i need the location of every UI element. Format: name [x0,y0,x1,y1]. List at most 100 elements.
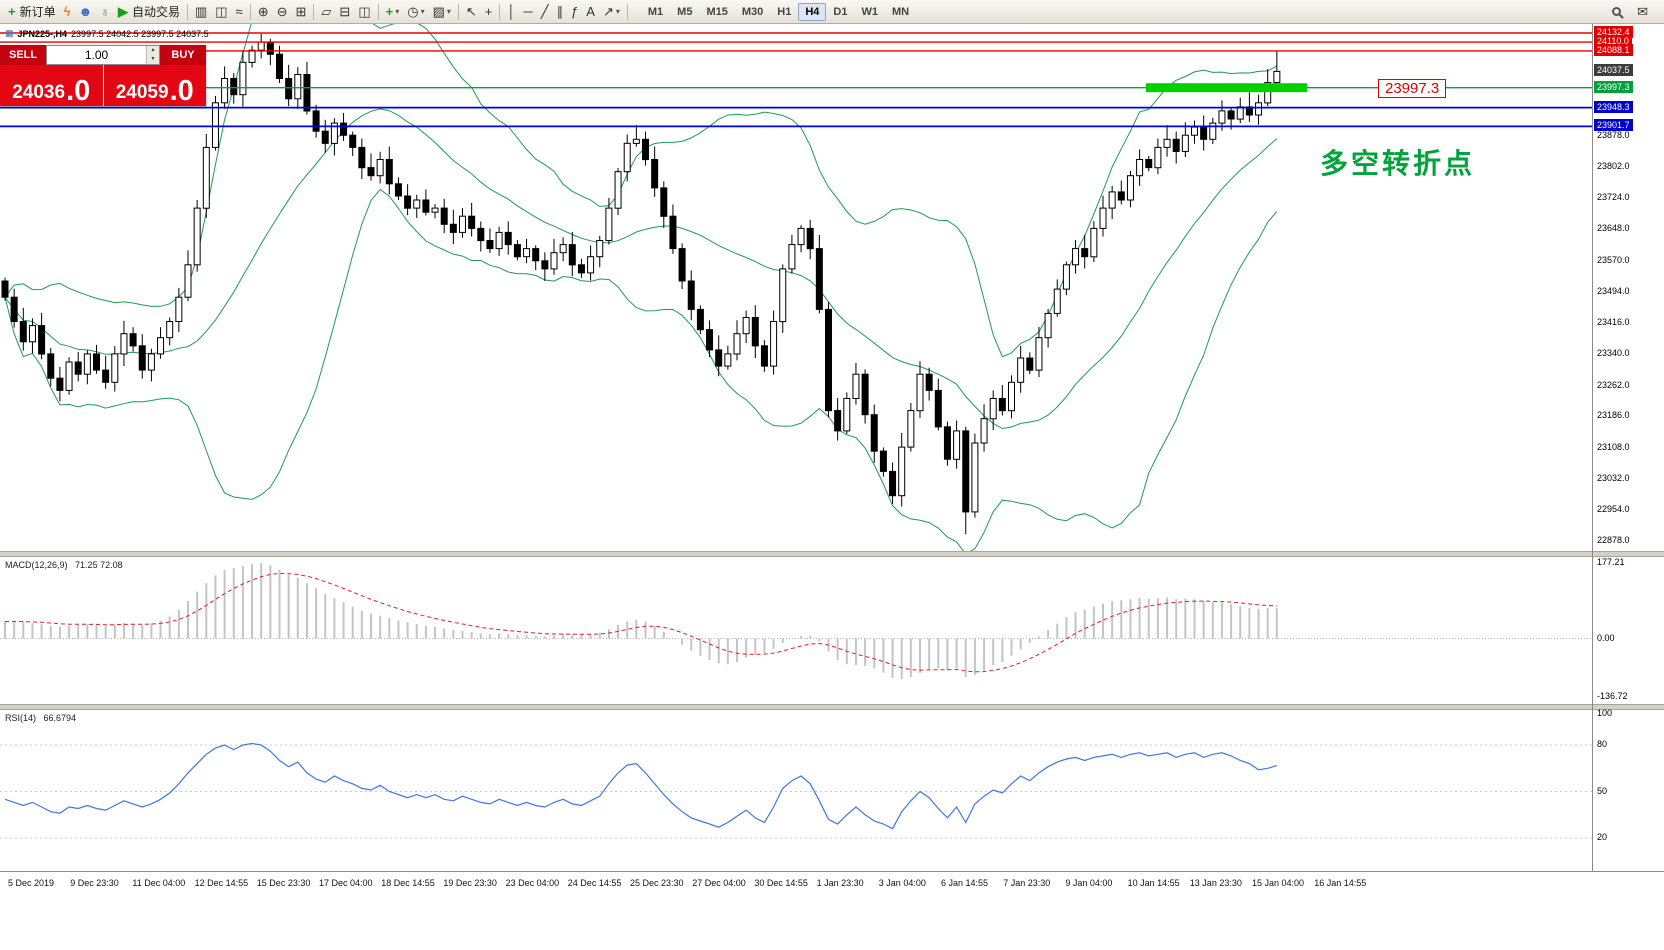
candle [1181,122,1189,158]
candle [83,350,91,385]
horizontal-line-button[interactable]: ─ [520,2,537,22]
crosshair-button[interactable]: + [481,2,497,22]
candle [38,313,46,360]
search-button[interactable] [1608,2,1625,22]
market-button[interactable]: ♁ [96,2,114,22]
macd-panel[interactable] [0,557,1592,704]
candle [129,327,137,352]
cursor-button[interactable]: ↖ [462,2,481,22]
timeframe-d1-button[interactable]: D1 [833,5,848,18]
tile-windows-button[interactable]: ⊞ [292,2,311,22]
highlight-segment[interactable] [1146,83,1307,93]
cascade-windows-button[interactable]: ▱ [317,2,335,22]
candle [696,305,704,335]
time-axis-label: 23 Dec 04:00 [505,878,560,888]
community-chat-button[interactable]: ✉ [1633,2,1652,22]
periods-button[interactable]: ◷ ▾ [403,2,428,22]
vertical-line-button[interactable]: │ [503,2,519,22]
arrow-tools-button[interactable]: ↗ ▾ [599,2,624,22]
vertical-line-icon: │ [507,4,516,19]
price-tick: 23878.0 [1597,130,1630,140]
buy-price-pips: .0 [169,75,194,107]
fibonacci-button[interactable]: ƒ [567,2,582,22]
line-chart-button[interactable]: ≈ [232,2,247,22]
candle [596,235,604,268]
candle [1136,149,1144,186]
autotrading-button[interactable]: ▶ 自动交易 [114,2,184,22]
arrow-icon: ↗ [602,4,614,19]
timeframe-m30-button[interactable]: M30 [741,5,764,18]
text-button[interactable]: A [582,2,599,22]
candle [559,237,567,262]
metaeditor-button[interactable]: ϟ [60,2,75,22]
price-tag-23997.3[interactable]: 23997.3 [1594,80,1633,93]
candle [1017,345,1025,393]
clock-icon: ◷ [407,4,419,19]
bar-chart-button[interactable]: ▥ [191,2,211,22]
timeframe-toolbar: M1 M5 M15 M30 H1 H4 D1 W1 MN [641,2,916,21]
rsi-panel[interactable] [0,710,1592,871]
candle [998,385,1006,416]
price-tag-23948.3[interactable]: 23948.3 [1594,100,1633,113]
price-tag-24132.4[interactable]: 24132.4 [1594,26,1633,38]
volume-increase-button[interactable]: ▴ [147,46,159,55]
timeframe-m15-button[interactable]: M15 [706,5,728,18]
candle [1172,131,1180,164]
volume-decrease-button[interactable]: ▾ [147,55,159,64]
timeframe-w1-button[interactable]: W1 [861,5,878,18]
timeframe-h1-button[interactable]: H1 [777,5,792,18]
price-tag-24037.5[interactable]: 24037.5 [1594,64,1633,77]
chart-annotation-text[interactable]: 多空转折点 [1320,148,1476,179]
timeframe-m1-button[interactable]: M1 [647,5,664,18]
zoom-in-button[interactable]: ⊕ [254,2,273,22]
timeframe-mn-button[interactable]: MN [891,5,910,18]
macd-signal-line [4,572,1277,673]
candle [733,320,741,361]
indicators-button[interactable]: + ▾ [382,2,404,22]
new-order-button[interactable]: + 新订单 [4,2,60,22]
templates-button[interactable]: ▨ ▾ [429,2,455,22]
candlestick-button[interactable]: ◫ [211,2,231,22]
price-scale[interactable]: 23878.0 23802.0 23724.0 23648.0 23570.0 23494… [1594,24,1664,872]
time-axis[interactable]: 5 Dec 2019 9 Dec 23:30 11 Dec 04:00 12 Dec … [0,871,1664,897]
main-chart-panel[interactable] [0,0,1592,555]
candle [715,335,723,377]
volume-field[interactable]: 1.00 ▴ ▾ [46,45,160,65]
timeframe-m5-button[interactable]: M5 [677,5,693,18]
channel-button[interactable]: ∥ [553,2,568,22]
timeframe-h4-button[interactable]: H4 [798,2,827,21]
candle [1008,375,1015,419]
zoom-out-button[interactable]: ⊖ [273,2,292,22]
panel-divider[interactable] [0,551,1664,557]
candle [1236,97,1244,124]
volume-value[interactable]: 1.00 [84,48,109,62]
tile-vertical-button[interactable]: ◫ [354,2,374,22]
candle [1062,261,1070,296]
candle [184,250,192,302]
candle [751,305,759,358]
buy-price-button[interactable]: 24059 .0 [104,65,207,106]
buy-button[interactable]: BUY [160,45,206,65]
price-line-label[interactable]: 23997.3 [1378,79,1447,98]
sell-button[interactable]: SELL [0,45,46,65]
candle [193,200,201,272]
sell-price-button[interactable]: 24036 .0 [0,65,104,106]
candle [1035,326,1043,377]
candle [1191,120,1198,144]
time-axis-label: 18 Dec 14:55 [381,878,435,888]
time-axis-label: 3 Jan 04:00 [878,878,926,888]
trendline-button[interactable]: ╱ [537,2,553,22]
candle [706,320,714,358]
price-tag-23901.7[interactable]: 23901.7 [1594,119,1633,132]
candle [431,204,439,219]
panel-divider[interactable] [0,704,1664,710]
candlestick-chart[interactable] [0,0,1592,555]
cursor-icon: ↖ [465,4,477,19]
bar-chart-icon: ▥ [194,4,208,19]
candle [1255,94,1263,125]
price-tag-24088.1[interactable]: 24088.1 [1594,43,1633,56]
community-profile-button[interactable]: ☻ [75,2,97,22]
macd-scale-tick: 177.21 [1597,557,1625,567]
toolbar-separator [377,3,379,20]
tile-horizontal-button[interactable]: ⊟ [335,2,354,22]
